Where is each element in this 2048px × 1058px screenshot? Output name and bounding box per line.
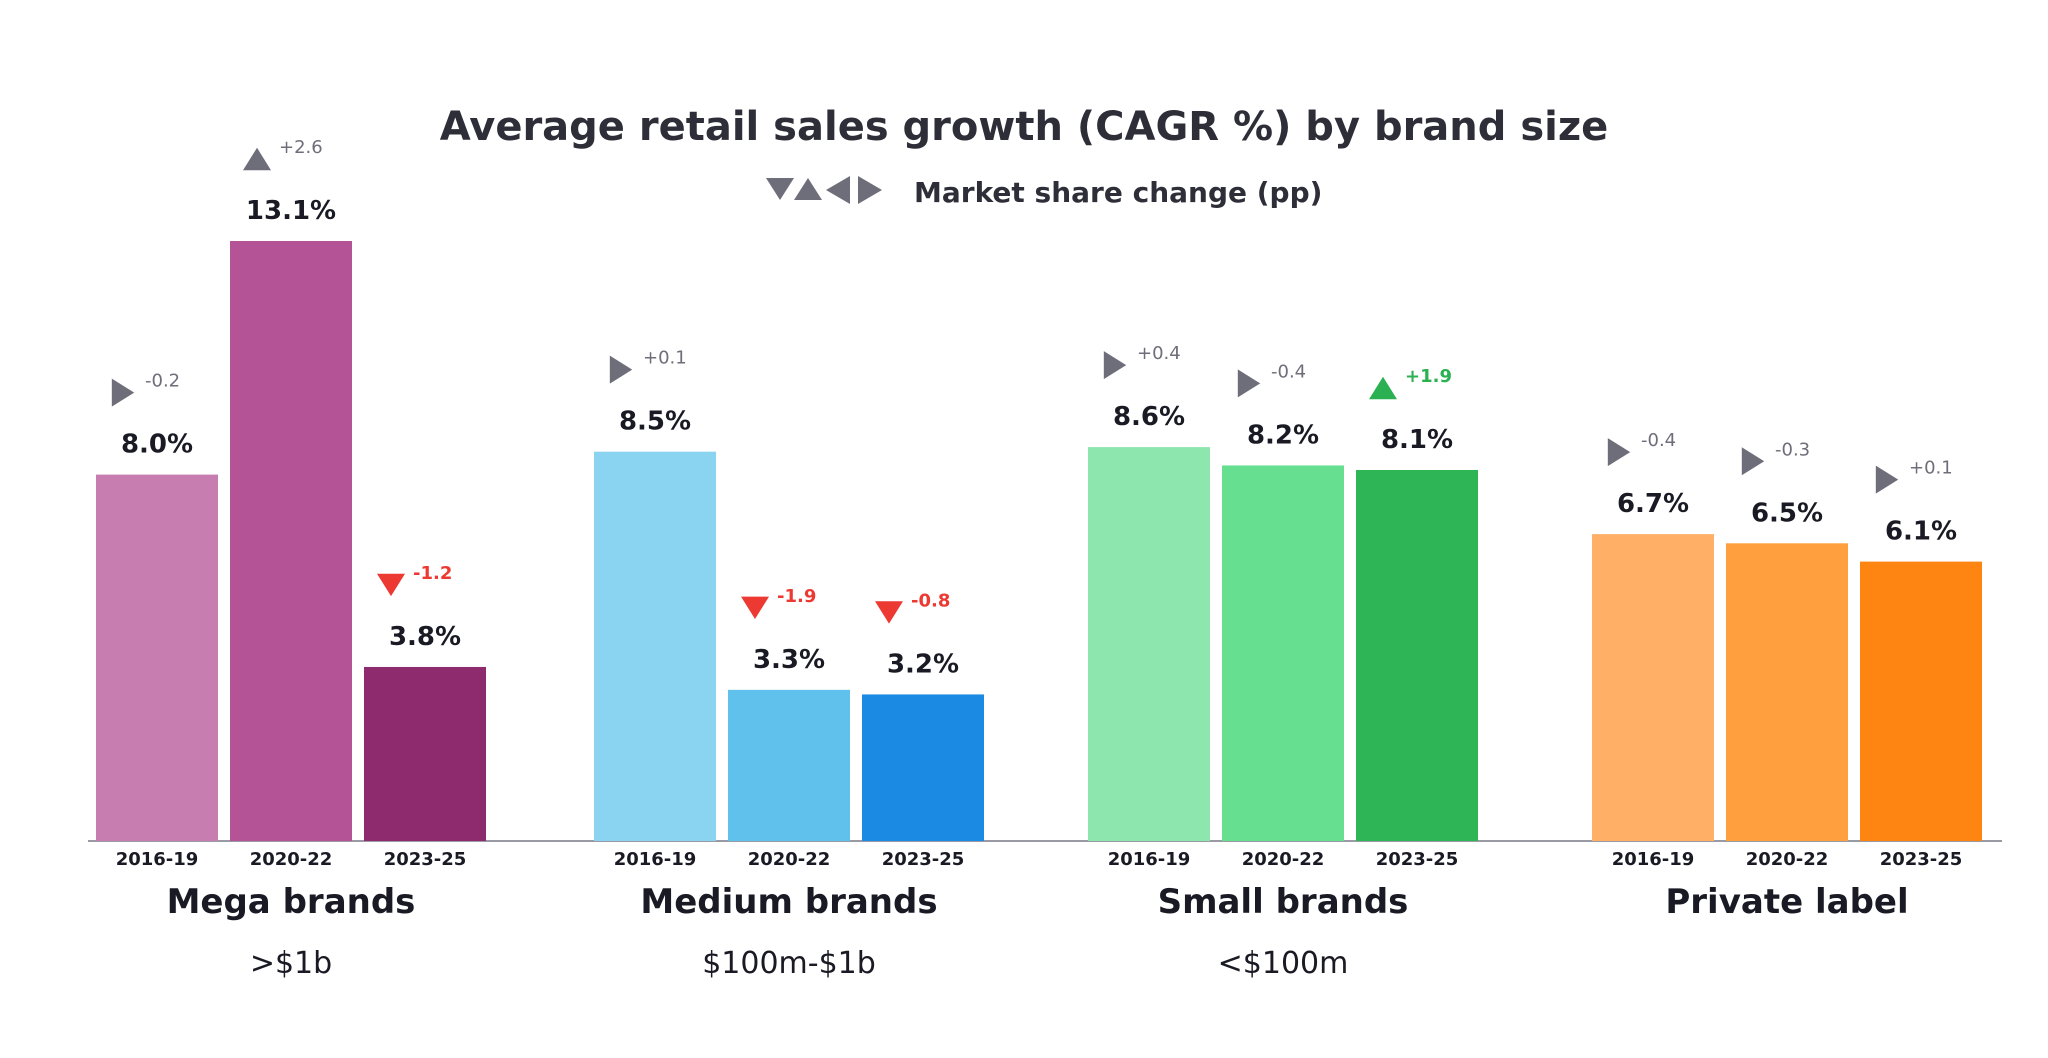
share-change-label: +0.4 xyxy=(1137,343,1181,364)
triangle-right-icon xyxy=(111,378,135,407)
triangle-right-icon xyxy=(1607,438,1631,467)
x-tick-label: 2020-22 xyxy=(1746,849,1829,870)
bar xyxy=(1592,534,1714,841)
x-tick-label: 2016-19 xyxy=(614,849,697,870)
share-change-label: -0.8 xyxy=(911,590,950,611)
triangle-down-icon xyxy=(741,596,769,620)
data-label: 3.3% xyxy=(753,645,825,675)
triangle-left-icon xyxy=(826,176,850,204)
data-label: 3.8% xyxy=(389,622,461,652)
x-tick-label: 2023-25 xyxy=(1880,849,1963,870)
group-label: Medium brands xyxy=(640,882,937,922)
share-change-label: -0.4 xyxy=(1271,361,1306,382)
bar xyxy=(1088,447,1210,841)
bar xyxy=(1222,465,1344,841)
legend: Market share change (pp) xyxy=(766,176,1322,209)
triangle-down-icon xyxy=(875,601,903,624)
group-sublabel: <$100m xyxy=(1218,946,1349,981)
share-change-label: +0.1 xyxy=(643,348,687,369)
x-tick-label: 2023-25 xyxy=(1376,849,1459,870)
triangle-up-icon xyxy=(794,178,822,200)
x-tick-label: 2016-19 xyxy=(1108,849,1191,870)
bar xyxy=(1356,470,1478,841)
x-tick-label: 2020-22 xyxy=(748,849,831,870)
x-tick-label: 2020-22 xyxy=(1242,849,1325,870)
triangle-right-icon xyxy=(1875,465,1899,494)
chart-marks: 8.0% -0.2 2016-19 13.1% +2.6 2020-22 3.8% -1.2 2… xyxy=(96,137,1982,981)
group-label: Small brands xyxy=(1158,882,1409,922)
bar xyxy=(862,694,984,841)
share-change-label: +2.6 xyxy=(279,137,323,158)
bar xyxy=(96,474,218,841)
share-change-label: -1.9 xyxy=(777,586,816,607)
data-label: 8.1% xyxy=(1381,425,1453,455)
data-label: 8.0% xyxy=(121,430,193,460)
triangle-right-icon xyxy=(609,355,633,384)
x-tick-label: 2023-25 xyxy=(882,849,965,870)
triangle-right-icon xyxy=(858,176,882,204)
triangle-right-icon xyxy=(1741,447,1765,476)
data-label: 8.5% xyxy=(619,407,691,437)
bar xyxy=(1860,561,1982,841)
share-change-label: -0.2 xyxy=(145,371,180,392)
bar xyxy=(728,689,850,841)
chart-title: Average retail sales growth (CAGR %) by … xyxy=(440,104,1609,150)
bar xyxy=(1726,543,1848,841)
bar xyxy=(594,451,716,841)
group-label: Mega brands xyxy=(167,882,416,922)
data-label: 8.6% xyxy=(1113,402,1185,432)
triangle-down-icon xyxy=(377,573,405,597)
triangle-down-icon xyxy=(766,178,794,200)
group-sublabel: $100m-$1b xyxy=(702,946,876,981)
share-change-label: -0.4 xyxy=(1641,430,1676,451)
legend-label: Market share change (pp) xyxy=(914,176,1322,209)
triangle-right-icon xyxy=(1103,351,1127,380)
group-sublabel: >$1b xyxy=(250,946,332,981)
share-change-label: -1.2 xyxy=(413,563,452,584)
triangle-up-icon xyxy=(243,147,271,171)
data-label: 6.1% xyxy=(1885,517,1957,547)
x-tick-label: 2016-19 xyxy=(1612,849,1695,870)
x-tick-label: 2016-19 xyxy=(116,849,199,870)
share-change-label: +0.1 xyxy=(1909,458,1953,479)
x-tick-label: 2020-22 xyxy=(250,849,333,870)
data-label: 8.2% xyxy=(1247,420,1319,450)
x-tick-label: 2023-25 xyxy=(384,849,467,870)
triangle-right-icon xyxy=(1237,369,1261,398)
bar xyxy=(364,666,486,841)
group-label: Private label xyxy=(1665,882,1908,922)
data-label: 6.7% xyxy=(1617,489,1689,519)
share-change-label: -0.3 xyxy=(1775,439,1810,460)
triangle-up-icon xyxy=(1369,376,1397,400)
share-change-label: +1.9 xyxy=(1405,366,1452,387)
data-label: 13.1% xyxy=(246,196,336,226)
data-label: 6.5% xyxy=(1751,498,1823,528)
bar xyxy=(230,241,352,841)
data-label: 3.2% xyxy=(887,649,959,679)
